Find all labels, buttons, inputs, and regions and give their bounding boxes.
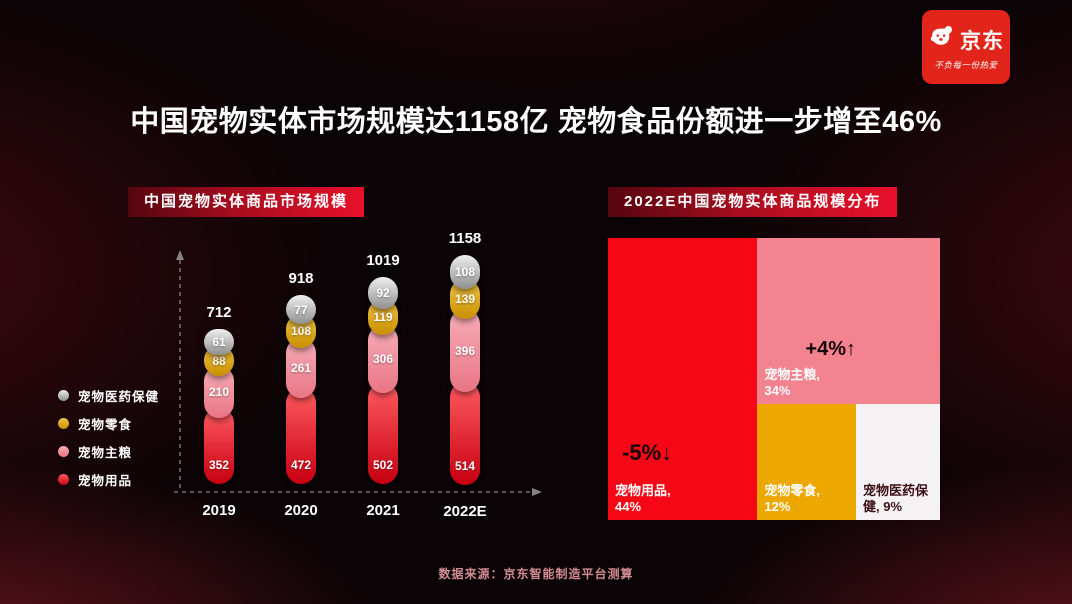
bar-column: 712 61 88 210 352 2019: [182, 238, 256, 520]
right-chart-banner: 2022E中国宠物实体商品规模分布: [608, 187, 898, 217]
bar-segment-宠物主粮: 306: [368, 325, 398, 393]
legend-item: 宠物主粮: [58, 442, 159, 461]
bar-segment-value: 119: [373, 310, 393, 324]
bar-stack: 61 88 210 352: [204, 329, 234, 484]
bar-segment-宠物医药保健: 77: [286, 295, 316, 324]
legend-dot: [58, 474, 69, 485]
bar-segment-value: 61: [212, 335, 226, 349]
bar-segment-宠物主粮: 261: [286, 338, 316, 398]
legend-item: 宠物用品: [58, 470, 159, 489]
legend-label: 宠物医药保健: [78, 390, 160, 404]
staple-food-change: +4%↑: [805, 338, 856, 361]
bar-segment-value: 210: [208, 385, 230, 399]
x-axis-label: 2021: [366, 502, 400, 519]
pet-supplies-label: 宠物用品, 44%: [615, 483, 671, 514]
bar-segment-value: 261: [290, 361, 312, 375]
bar-segment-value: 88: [212, 353, 226, 368]
treemap: -5%↓ 宠物用品, 44% +4%↑ 宠物主粮, 34% 宠物零食, 12% …: [608, 238, 940, 520]
bar-segment-宠物用品: 514: [450, 382, 480, 485]
bar-stack: 108 139 396 514: [450, 255, 480, 485]
bar-segment-value: 139: [454, 292, 476, 306]
bar-column: 1019 92 119 306 502 2021: [346, 238, 420, 520]
bar-stack: 92 119 306 502: [368, 277, 398, 484]
jd-logo: 京东 不负每一份热爱: [922, 10, 1010, 84]
legend-dot: [58, 418, 69, 429]
bar-segment-宠物医药保健: 92: [368, 277, 398, 309]
bar-segment-value: 352: [208, 458, 230, 472]
bar-stack: 77 108 261 472: [286, 295, 316, 484]
jd-dog-icon: [928, 23, 956, 56]
bar-segment-宠物用品: 502: [368, 383, 398, 484]
treemap-block-medical: 宠物医药保健, 9%: [856, 404, 940, 520]
bar-segment-value: 502: [372, 458, 394, 472]
legend-item: 宠物零食: [58, 414, 159, 433]
chart-legend: 宠物医药保健 宠物零食宠物主粮宠物用品: [58, 386, 159, 498]
jd-logo-top: 京东: [928, 23, 1004, 56]
bar-segment-value: 306: [372, 352, 394, 366]
x-axis-label: 2019: [202, 502, 236, 519]
medical-label: 宠物医药保健, 9%: [863, 482, 929, 514]
legend-label: 宠物用品: [78, 474, 133, 488]
bar-segment-宠物用品: 352: [204, 408, 234, 484]
data-source: 数据来源：京东智能制造平台测算: [438, 567, 634, 581]
bar-segment-value: 108: [454, 265, 476, 279]
bar-total-label: 1158: [448, 230, 482, 247]
bar-column: 1158 108 139 396 514 2022E: [428, 230, 502, 520]
legend-item: 宠物医药保健: [58, 386, 159, 405]
x-axis-label: 2022E: [443, 503, 487, 520]
chart-axes: [174, 250, 542, 496]
jd-slogan: 不负每一份热爱: [934, 60, 998, 70]
bar-segment-宠物用品: 472: [286, 388, 316, 484]
legend-label: 宠物零食: [78, 418, 133, 432]
legend-label: 宠物主粮: [78, 446, 133, 460]
staple-food-label: 宠物主粮, 34%: [764, 367, 821, 399]
treemap-block-pet-supplies: -5%↓ 宠物用品, 44%: [608, 238, 758, 520]
left-chart-banner: 中国宠物实体商品市场规模: [128, 187, 365, 217]
bar-segment-宠物主粮: 210: [204, 366, 234, 418]
bar-segment-value: 514: [454, 459, 476, 473]
legend-dot: [58, 446, 69, 457]
bar-segment-value: 92: [376, 286, 390, 300]
bar-total-label: 712: [206, 304, 232, 321]
bar-segment-宠物主粮: 396: [450, 309, 480, 392]
treemap-block-staple-food: +4%↑ 宠物主粮, 34%: [757, 238, 940, 405]
bar-segment-value: 472: [290, 458, 312, 472]
x-axis-label: 2020: [284, 502, 318, 519]
bar-segment-value: 77: [294, 302, 308, 317]
snacks-label: 宠物零食, 12%: [764, 482, 821, 514]
legend-dot: [58, 390, 69, 401]
bar-total-label: 918: [288, 270, 314, 287]
bar-segment-宠物医药保健: 108: [450, 255, 480, 289]
bar-segment-value: 108: [290, 324, 312, 338]
jd-brand-text: 京东: [960, 29, 1004, 53]
treemap-block-snacks: 宠物零食, 12%: [757, 404, 856, 520]
bar-segment-宠物医药保健: 61: [204, 329, 234, 355]
page-title: 中国宠物实体市场规模达1158亿 宠物食品份额进一步增至46%: [130, 106, 942, 138]
bar-segment-value: 396: [454, 343, 476, 358]
pet-supplies-change: -5%↓: [622, 440, 673, 465]
bar-column: 918 77 108 261 472 2020: [264, 238, 338, 520]
bar-chart: 712 61 88 210 352 2019 918 77 108 261 472 2020 1019 9…: [182, 230, 502, 520]
bar-total-label: 1019: [366, 252, 400, 269]
